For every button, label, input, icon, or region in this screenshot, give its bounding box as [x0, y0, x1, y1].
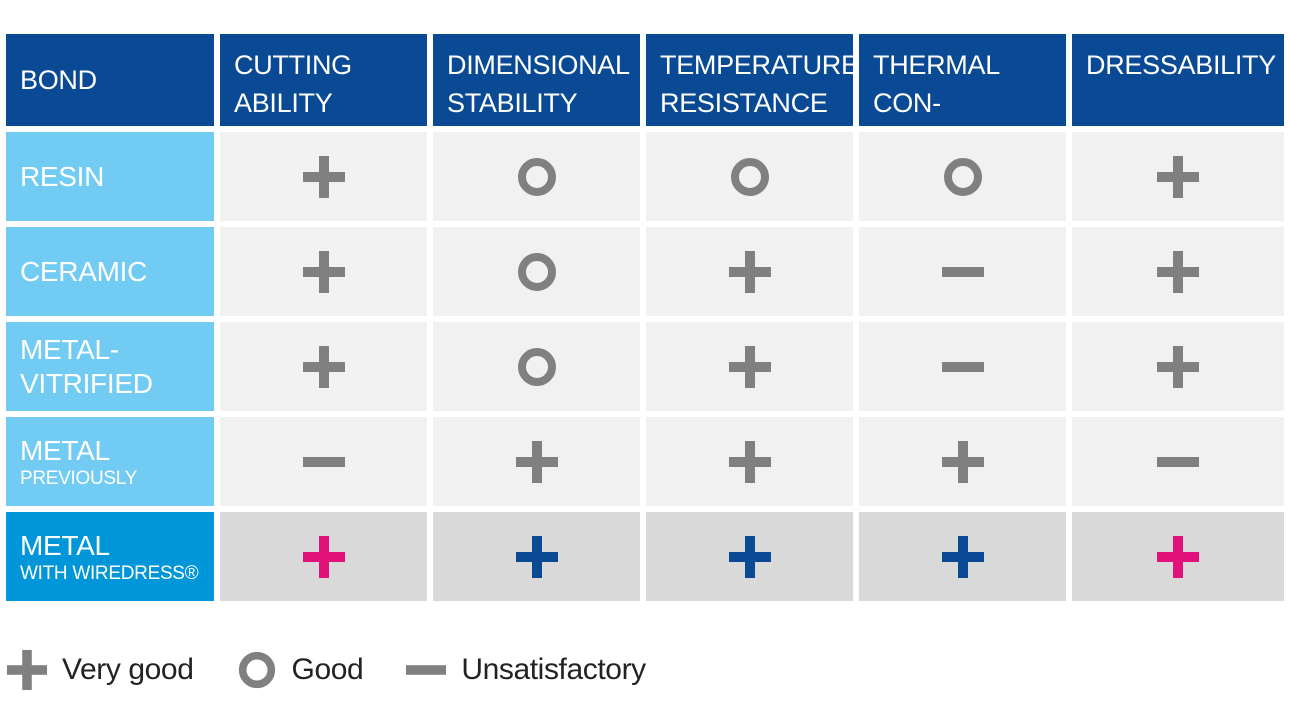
- legend-item-very-good: Very good: [6, 649, 194, 691]
- rating-cell-dressability: [1072, 512, 1284, 601]
- legend-label: Unsatisfactory: [461, 653, 646, 686]
- table-row: RESIN: [6, 132, 1284, 221]
- row-label: CERAMIC: [20, 255, 148, 287]
- table-header-row: BOND CUTTING ABILITY DIMENSIONAL STABILI…: [6, 34, 1284, 156]
- header-cell-bond: BOND: [6, 34, 214, 126]
- minus-icon: [941, 250, 985, 294]
- plus-icon: [1156, 155, 1200, 199]
- plus-icon: [6, 649, 62, 691]
- header-cell-thermal-conductivity: THERMAL CON- DUCTIVITY: [859, 34, 1066, 156]
- rating-cell-cutting-ability: [220, 132, 427, 221]
- table-row: METAL WITH WIREDRESS®: [6, 512, 1284, 601]
- plus-icon: [1156, 345, 1200, 389]
- minus-icon: [941, 345, 985, 389]
- rating-cell-temperature-resistance: [646, 132, 853, 221]
- rating-cell-temperature-resistance: [646, 417, 853, 506]
- plus-icon: [302, 250, 346, 294]
- legend-label: Good: [291, 653, 364, 686]
- plus-icon: [302, 155, 346, 199]
- header-label: BOND: [20, 65, 97, 95]
- circle-icon: [515, 155, 559, 199]
- row-label: METAL: [20, 529, 110, 561]
- circle-icon: [941, 155, 985, 199]
- plus-icon: [302, 345, 346, 389]
- header-cell-cutting-ability: CUTTING ABILITY: [220, 34, 427, 126]
- rating-cell-dressability: [1072, 227, 1284, 316]
- plus-icon: [728, 345, 772, 389]
- row-label-cell: METAL WITH WIREDRESS®: [6, 512, 214, 601]
- circle-icon: [515, 345, 559, 389]
- table-row: METAL- VITRIFIED: [6, 322, 1284, 411]
- legend-label: Very good: [62, 653, 194, 686]
- rating-cell-dressability: [1072, 417, 1284, 506]
- rating-cell-cutting-ability: [220, 227, 427, 316]
- rating-cell-thermal-conductivity: [859, 322, 1066, 411]
- row-sublabel: WITH WIREDRESS®: [20, 562, 199, 584]
- plus-icon: [1156, 535, 1200, 579]
- plus-icon: [728, 440, 772, 484]
- row-label: RESIN: [20, 160, 105, 192]
- legend: Very good Good Unsatisfactory: [6, 648, 688, 692]
- row-label-cell: CERAMIC: [6, 227, 214, 316]
- rating-cell-cutting-ability: [220, 417, 427, 506]
- circle-icon: [236, 649, 292, 691]
- rating-cell-thermal-conductivity: [859, 512, 1066, 601]
- plus-icon: [302, 535, 346, 579]
- rating-cell-temperature-resistance: [646, 322, 853, 411]
- plus-icon: [1156, 250, 1200, 294]
- rating-cell-thermal-conductivity: [859, 132, 1066, 221]
- minus-icon: [1156, 440, 1200, 484]
- rating-cell-dressability: [1072, 132, 1284, 221]
- header-label: TEMPERATURE RESISTANCE: [660, 50, 859, 118]
- header-label: CUTTING ABILITY: [234, 50, 352, 118]
- row-label: METAL: [20, 434, 110, 466]
- rating-cell-dressability: [1072, 322, 1284, 411]
- header-cell-dressability: DRESSABILITY: [1072, 34, 1284, 126]
- circle-icon: [515, 250, 559, 294]
- rating-cell-temperature-resistance: [646, 227, 853, 316]
- rating-cell-thermal-conductivity: [859, 417, 1066, 506]
- row-label: METAL- VITRIFIED: [20, 333, 153, 399]
- plus-icon: [728, 535, 772, 579]
- rating-cell-dimensional-stability: [433, 512, 640, 601]
- circle-icon: [728, 155, 772, 199]
- bond-comparison-table: BOND CUTTING ABILITY DIMENSIONAL STABILI…: [6, 34, 1284, 607]
- rating-cell-temperature-resistance: [646, 512, 853, 601]
- plus-icon: [728, 250, 772, 294]
- legend-item-unsatisfactory: Unsatisfactory: [405, 649, 646, 691]
- legend-item-good: Good: [236, 649, 364, 691]
- row-label-cell: METAL- VITRIFIED: [6, 322, 214, 411]
- rating-cell-dimensional-stability: [433, 322, 640, 411]
- header-label: DIMENSIONAL STABILITY: [447, 50, 630, 118]
- plus-icon: [515, 440, 559, 484]
- minus-icon: [405, 649, 461, 691]
- minus-icon: [302, 440, 346, 484]
- rating-cell-dimensional-stability: [433, 227, 640, 316]
- header-cell-dimensional-stability: DIMENSIONAL STABILITY: [433, 34, 640, 126]
- row-label-cell: METAL PREVIOUSLY: [6, 417, 214, 506]
- table-row: CERAMIC: [6, 227, 1284, 316]
- row-label-cell: RESIN: [6, 132, 214, 221]
- rating-cell-dimensional-stability: [433, 132, 640, 221]
- plus-icon: [515, 535, 559, 579]
- rating-cell-cutting-ability: [220, 322, 427, 411]
- plus-icon: [941, 440, 985, 484]
- rating-cell-cutting-ability: [220, 512, 427, 601]
- row-sublabel: PREVIOUSLY: [20, 467, 138, 489]
- header-label: DRESSABILITY: [1086, 50, 1276, 80]
- table-row: METAL PREVIOUSLY: [6, 417, 1284, 506]
- rating-cell-thermal-conductivity: [859, 227, 1066, 316]
- plus-icon: [941, 535, 985, 579]
- rating-cell-dimensional-stability: [433, 417, 640, 506]
- header-cell-temperature-resistance: TEMPERATURE RESISTANCE: [646, 34, 859, 126]
